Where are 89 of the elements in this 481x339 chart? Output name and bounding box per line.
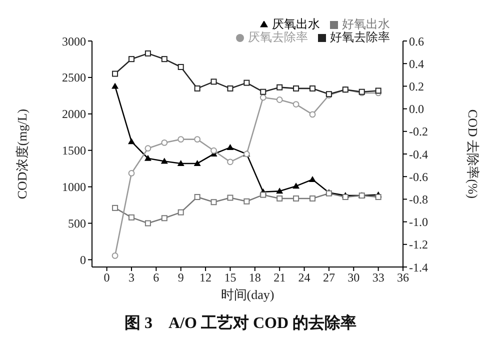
x-tick-label: 21 <box>274 270 286 285</box>
x-tick-label: 27 <box>322 270 335 285</box>
y2-tick-label: 0.6 <box>409 34 424 48</box>
text: 图 3 A/O 工艺对 COD 的去除率 <box>124 313 358 334</box>
point <box>128 170 135 176</box>
point <box>194 160 201 166</box>
y-tick-label: 1000 <box>62 180 86 194</box>
y2-tick-label: -1.0 <box>409 215 428 230</box>
point <box>309 85 316 92</box>
point <box>112 82 119 89</box>
point <box>293 85 300 92</box>
point <box>178 64 184 70</box>
point <box>210 199 217 206</box>
x-tick-label: 24 <box>298 270 310 285</box>
y2-tick-label: -0.4 <box>409 147 428 162</box>
point <box>227 194 234 201</box>
x-tick-label: 12 <box>200 270 212 285</box>
y2-tick-label: -1.4 <box>409 260 428 274</box>
point <box>375 194 382 200</box>
point <box>112 252 118 259</box>
x-axis-title: 时间(day) <box>220 287 274 302</box>
y2-tick-label: 0.2 <box>409 79 424 94</box>
x-tick-label: 0 <box>104 270 110 285</box>
point <box>178 209 184 216</box>
point <box>276 188 284 194</box>
point <box>161 56 168 62</box>
y-tick-label: 500 <box>68 216 86 231</box>
point <box>227 158 234 166</box>
x-tick-label: 6 <box>153 270 160 285</box>
point <box>210 147 217 154</box>
point <box>178 136 184 143</box>
point <box>260 94 266 101</box>
point <box>144 145 152 152</box>
point <box>227 85 234 92</box>
legend-label: 好氧出水 <box>342 17 390 31</box>
y-tick-label: 3000 <box>62 34 86 48</box>
point <box>292 182 300 189</box>
point <box>112 204 118 211</box>
legend-label: 厌氧出水 <box>272 17 320 31</box>
point <box>244 80 250 86</box>
point <box>308 176 316 182</box>
legend-label: 厌氧去除率 <box>248 30 308 44</box>
point <box>144 154 152 161</box>
point <box>375 88 382 94</box>
y-tick-label: 2500 <box>62 70 86 85</box>
x-tick-label: 15 <box>224 270 236 285</box>
point <box>244 198 250 204</box>
point <box>112 70 118 77</box>
legend-label: 好氧去除率 <box>330 30 390 44</box>
point <box>210 78 217 85</box>
point <box>194 194 200 200</box>
point <box>292 101 300 108</box>
point <box>309 111 316 118</box>
point <box>144 50 151 56</box>
point <box>276 84 283 90</box>
y2-tick-label: -1.2 <box>409 238 428 252</box>
x-tick-label: 30 <box>348 270 360 285</box>
y-tick-label: 2000 <box>62 107 86 122</box>
y-tick-label: 0 <box>80 252 86 267</box>
point <box>128 214 134 220</box>
point <box>160 158 168 164</box>
point <box>177 160 184 166</box>
x-tick-label: 18 <box>248 270 261 285</box>
x-tick-label: 36 <box>397 270 409 285</box>
x-tick-label: 9 <box>178 270 184 285</box>
y-tick-label: 1500 <box>62 144 86 158</box>
y2-tick-label: -0.6 <box>409 170 428 184</box>
point <box>260 192 266 198</box>
y-axis-title: COD浓度(mg/L) <box>14 108 30 200</box>
point <box>194 136 201 143</box>
point <box>161 140 168 146</box>
y2-axis-title: COD 去除率(%) <box>465 109 480 199</box>
x-tick-label: 3 <box>128 270 134 285</box>
point <box>260 88 266 95</box>
point <box>128 56 134 62</box>
y2-tick-label: 0.0 <box>409 102 424 116</box>
point <box>161 215 168 222</box>
point <box>276 96 283 103</box>
y2-tick-label: 0.4 <box>409 56 424 71</box>
point <box>194 85 200 92</box>
point <box>128 138 135 144</box>
point <box>226 144 234 150</box>
point <box>276 195 283 202</box>
point <box>309 195 316 202</box>
point <box>293 195 300 202</box>
y2-tick-label: -0.2 <box>409 124 428 139</box>
y2-tick-label: -0.8 <box>409 192 428 206</box>
point <box>144 220 151 226</box>
x-tick-label: 33 <box>372 270 384 285</box>
